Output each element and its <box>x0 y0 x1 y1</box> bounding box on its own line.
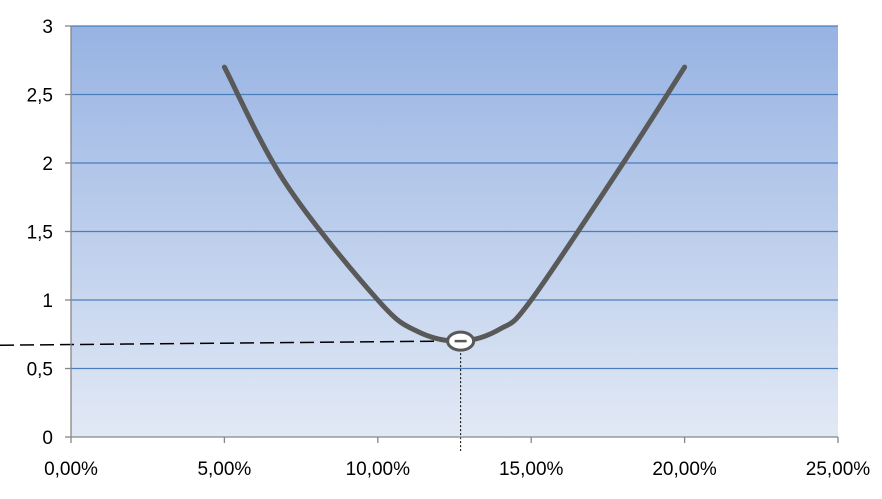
y-tick-label: 1 <box>42 291 53 312</box>
marker-layer <box>446 330 476 352</box>
x-tick-label: 20,00% <box>652 459 717 480</box>
y-tick-label: 2,5 <box>27 86 53 107</box>
x-tick-label: 5,00% <box>197 459 251 480</box>
x-tick-label: 10,00% <box>346 459 411 480</box>
y-tick-label: 0,5 <box>27 360 53 381</box>
x-tick-label: 25,00% <box>806 459 871 480</box>
y-tick-label: 1,5 <box>27 223 53 244</box>
gridlines <box>71 25 838 370</box>
x-tick-label: 15,00% <box>499 459 564 480</box>
y-tick-label: 3 <box>42 17 53 38</box>
horizontal-reference-line <box>0 340 449 346</box>
tick-labels: 0 0,5 1 1,5 2 2,5 3 0,00% 5,00% 10,00% 15,00% 20,00… <box>27 17 871 480</box>
x-tick-label: 0,00% <box>44 459 98 480</box>
reference-lines <box>0 340 462 451</box>
axes <box>65 25 839 443</box>
y-tick-label: 0 <box>42 428 53 449</box>
y-tick-label: 2 <box>42 154 53 175</box>
